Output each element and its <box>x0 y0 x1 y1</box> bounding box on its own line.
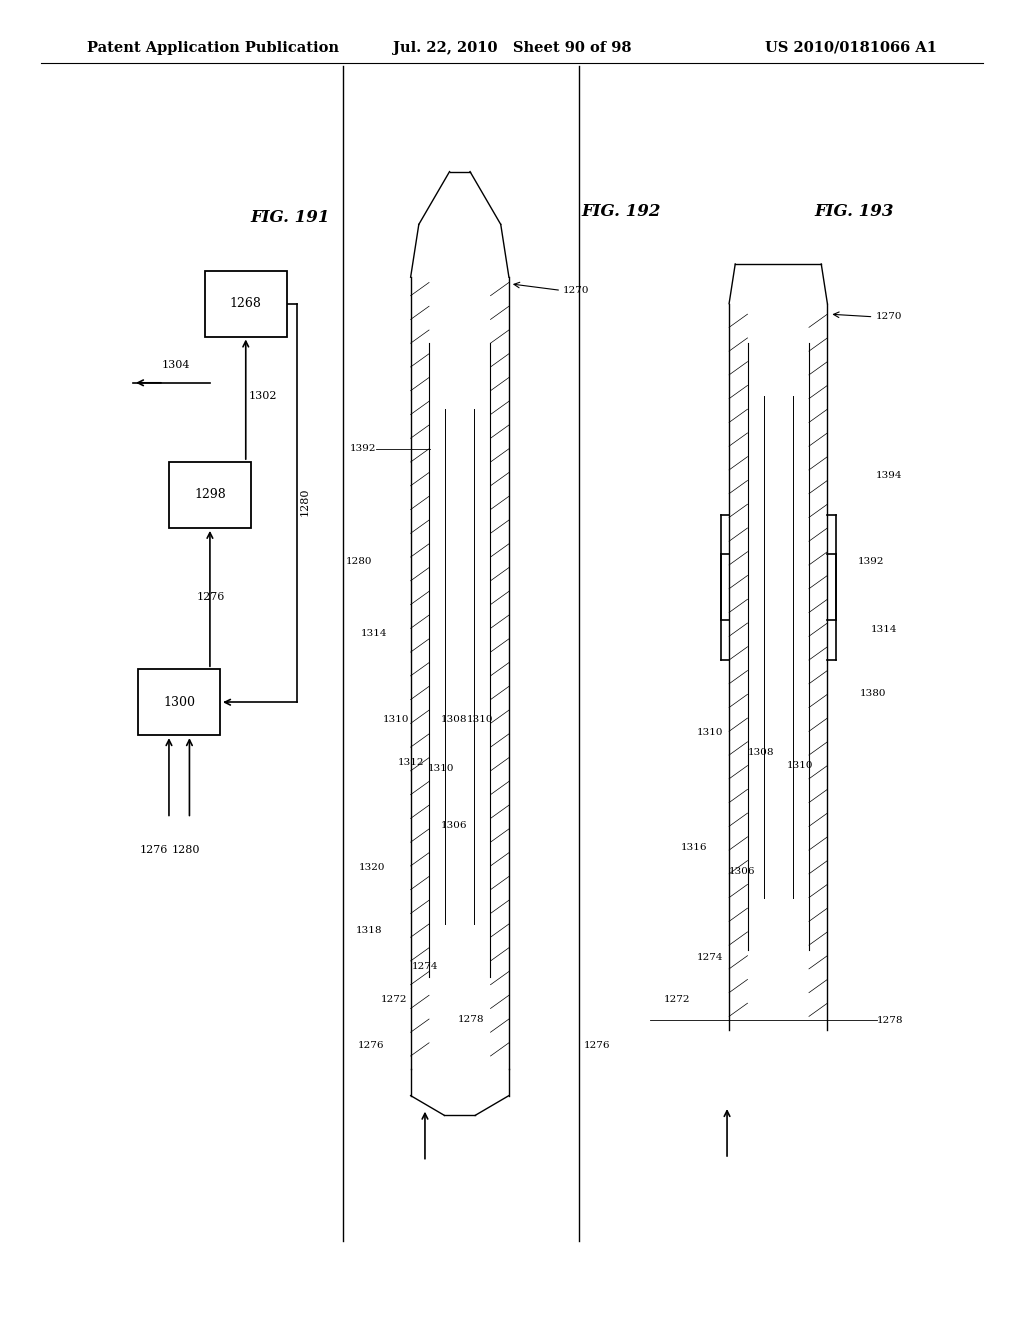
Text: 1392: 1392 <box>350 445 377 453</box>
Text: 1314: 1314 <box>870 626 897 634</box>
Text: Patent Application Publication: Patent Application Publication <box>87 41 339 54</box>
Bar <box>138 669 220 735</box>
Text: 1276: 1276 <box>197 591 225 602</box>
Text: 1320: 1320 <box>358 863 385 871</box>
Text: 1278: 1278 <box>458 1015 484 1023</box>
Text: 1392: 1392 <box>858 557 885 565</box>
Text: 1276: 1276 <box>584 1041 610 1049</box>
Text: FIG. 192: FIG. 192 <box>582 203 662 219</box>
Text: 1308: 1308 <box>440 715 467 723</box>
Text: US 2010/0181066 A1: US 2010/0181066 A1 <box>765 41 937 54</box>
Text: 1308: 1308 <box>748 748 774 756</box>
Text: 1302: 1302 <box>249 391 278 401</box>
Text: 1280: 1280 <box>300 487 310 516</box>
Text: 1318: 1318 <box>355 927 382 935</box>
Text: 1278: 1278 <box>877 1016 903 1024</box>
Text: 1306: 1306 <box>440 821 467 829</box>
Text: FIG. 191: FIG. 191 <box>251 210 331 226</box>
Text: 1274: 1274 <box>696 953 723 961</box>
Text: FIG. 193: FIG. 193 <box>814 203 894 219</box>
Text: 1380: 1380 <box>860 689 887 697</box>
Text: 1394: 1394 <box>876 471 902 479</box>
Bar <box>205 271 287 337</box>
Text: 1310: 1310 <box>383 715 410 723</box>
Text: Jul. 22, 2010   Sheet 90 of 98: Jul. 22, 2010 Sheet 90 of 98 <box>393 41 631 54</box>
Text: 1272: 1272 <box>381 995 408 1003</box>
Text: 1310: 1310 <box>428 764 455 772</box>
Text: 1298: 1298 <box>194 488 226 502</box>
Text: 1276: 1276 <box>139 845 168 855</box>
Text: 1268: 1268 <box>229 297 262 310</box>
Text: 1276: 1276 <box>357 1041 384 1049</box>
Text: 1310: 1310 <box>696 729 723 737</box>
Text: 1310: 1310 <box>786 762 813 770</box>
Text: 1316: 1316 <box>681 843 708 851</box>
Text: 1274: 1274 <box>412 962 438 970</box>
Text: 1270: 1270 <box>876 313 902 321</box>
Text: 1280: 1280 <box>172 845 201 855</box>
Text: 1300: 1300 <box>163 696 196 709</box>
Text: 1280: 1280 <box>346 557 373 565</box>
Bar <box>169 462 251 528</box>
Text: 1314: 1314 <box>360 630 387 638</box>
Text: 1272: 1272 <box>664 995 690 1003</box>
Text: 1312: 1312 <box>397 759 424 767</box>
Text: 1310: 1310 <box>467 715 494 723</box>
Text: 1306: 1306 <box>729 867 756 875</box>
Text: 1304: 1304 <box>162 359 190 370</box>
Text: 1270: 1270 <box>563 286 590 294</box>
